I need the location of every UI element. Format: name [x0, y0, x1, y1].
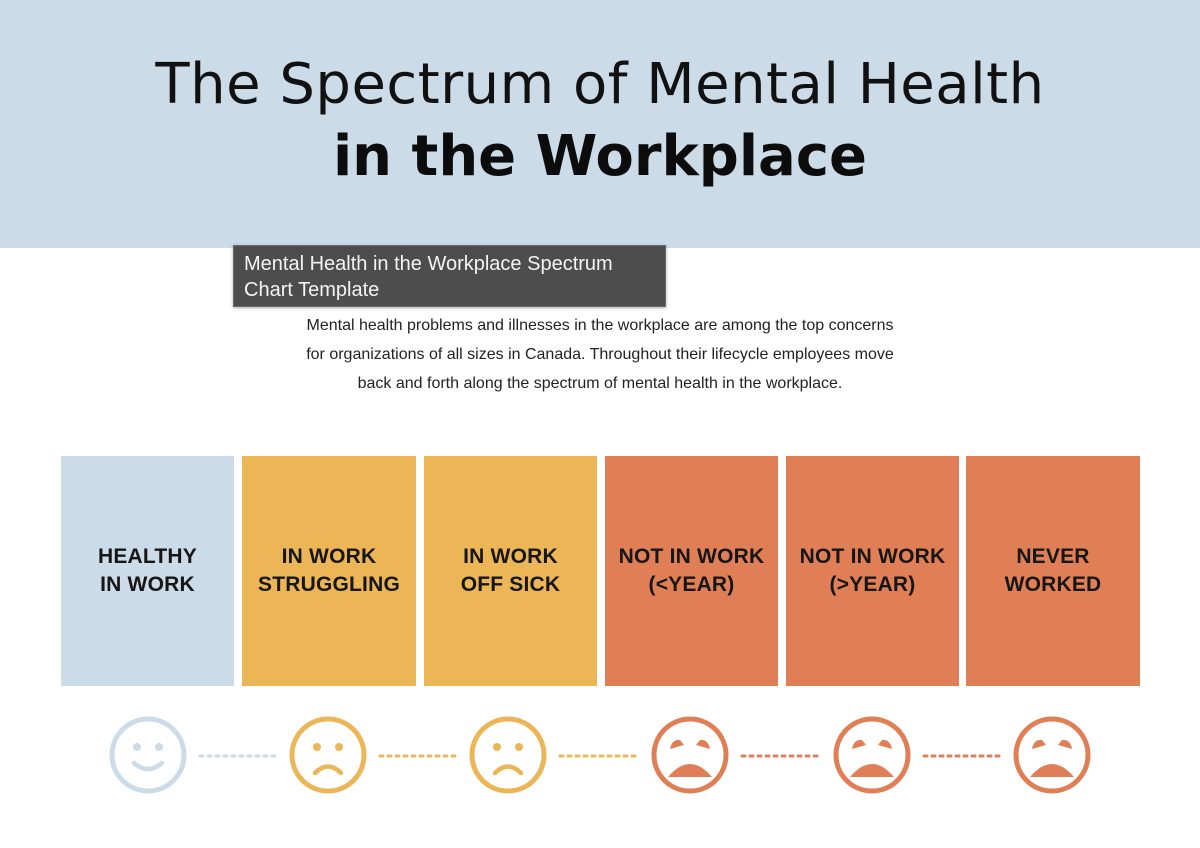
card-label: OFF SICK — [460, 573, 561, 596]
card-never-worked: NEVER WORKED — [966, 456, 1140, 686]
tooltip-line: Mental Health in the Workplace Spectrum — [244, 253, 613, 275]
card-label: STRUGGLING — [258, 573, 400, 596]
card-label: (<YEAR) — [648, 573, 735, 596]
dotted-connector — [922, 754, 1002, 758]
card-label: IN WORK — [463, 545, 558, 568]
card-label: IN WORK — [281, 545, 377, 568]
card-healthy-in-work: HEALTHY IN WORK — [61, 456, 234, 686]
card-not-in-work-more-year: NOT IN WORK (>YEAR) — [786, 456, 959, 686]
dotted-connector — [198, 754, 278, 758]
intro-line: for organizations of all sizes in Canada… — [306, 346, 894, 363]
dotted-connector — [740, 754, 822, 758]
intro-line: Mental health problems and illnesses in … — [306, 317, 894, 334]
dotted-connector — [558, 754, 640, 758]
card-in-work-struggling: IN WORK STRUGGLING — [242, 456, 416, 686]
card-not-in-work-less-year: NOT IN WORK (<YEAR) — [605, 456, 778, 686]
card-label: HEALTHY — [97, 545, 197, 568]
card-label: NEVER — [1016, 545, 1090, 568]
smile-face-icon — [109, 716, 187, 794]
intro-text: Mental health problems and illnesses in … — [250, 311, 950, 398]
crying-face-icon — [651, 716, 729, 794]
card-in-work-off-sick: IN WORK OFF SICK — [424, 456, 597, 686]
card-label: NOT IN WORK — [799, 545, 946, 568]
tooltip-line: Chart Template — [244, 279, 380, 301]
page-subtitle: in the Workplace — [332, 124, 868, 189]
spectrum-cards: HEALTHY IN WORK IN WORK STRUGGLING IN WO… — [0, 456, 1200, 686]
card-label: NOT IN WORK — [618, 545, 765, 568]
crying-face-icon — [833, 716, 911, 794]
crying-face-icon — [1013, 716, 1091, 794]
card-label: IN WORK — [100, 573, 195, 596]
header-banner: The Spectrum of Mental Health in the Wor… — [0, 0, 1200, 248]
page-title: The Spectrum of Mental Health — [155, 52, 1045, 117]
card-label: (>YEAR) — [829, 573, 916, 596]
dotted-connector — [378, 754, 458, 758]
tooltip: Mental Health in the Workplace Spectrum … — [233, 245, 666, 307]
sad-face-icon — [289, 716, 367, 794]
intro-line: back and forth along the spectrum of men… — [357, 375, 843, 392]
face-row — [0, 705, 1200, 805]
sad-face-icon — [469, 716, 547, 794]
card-label: WORKED — [1004, 573, 1102, 596]
